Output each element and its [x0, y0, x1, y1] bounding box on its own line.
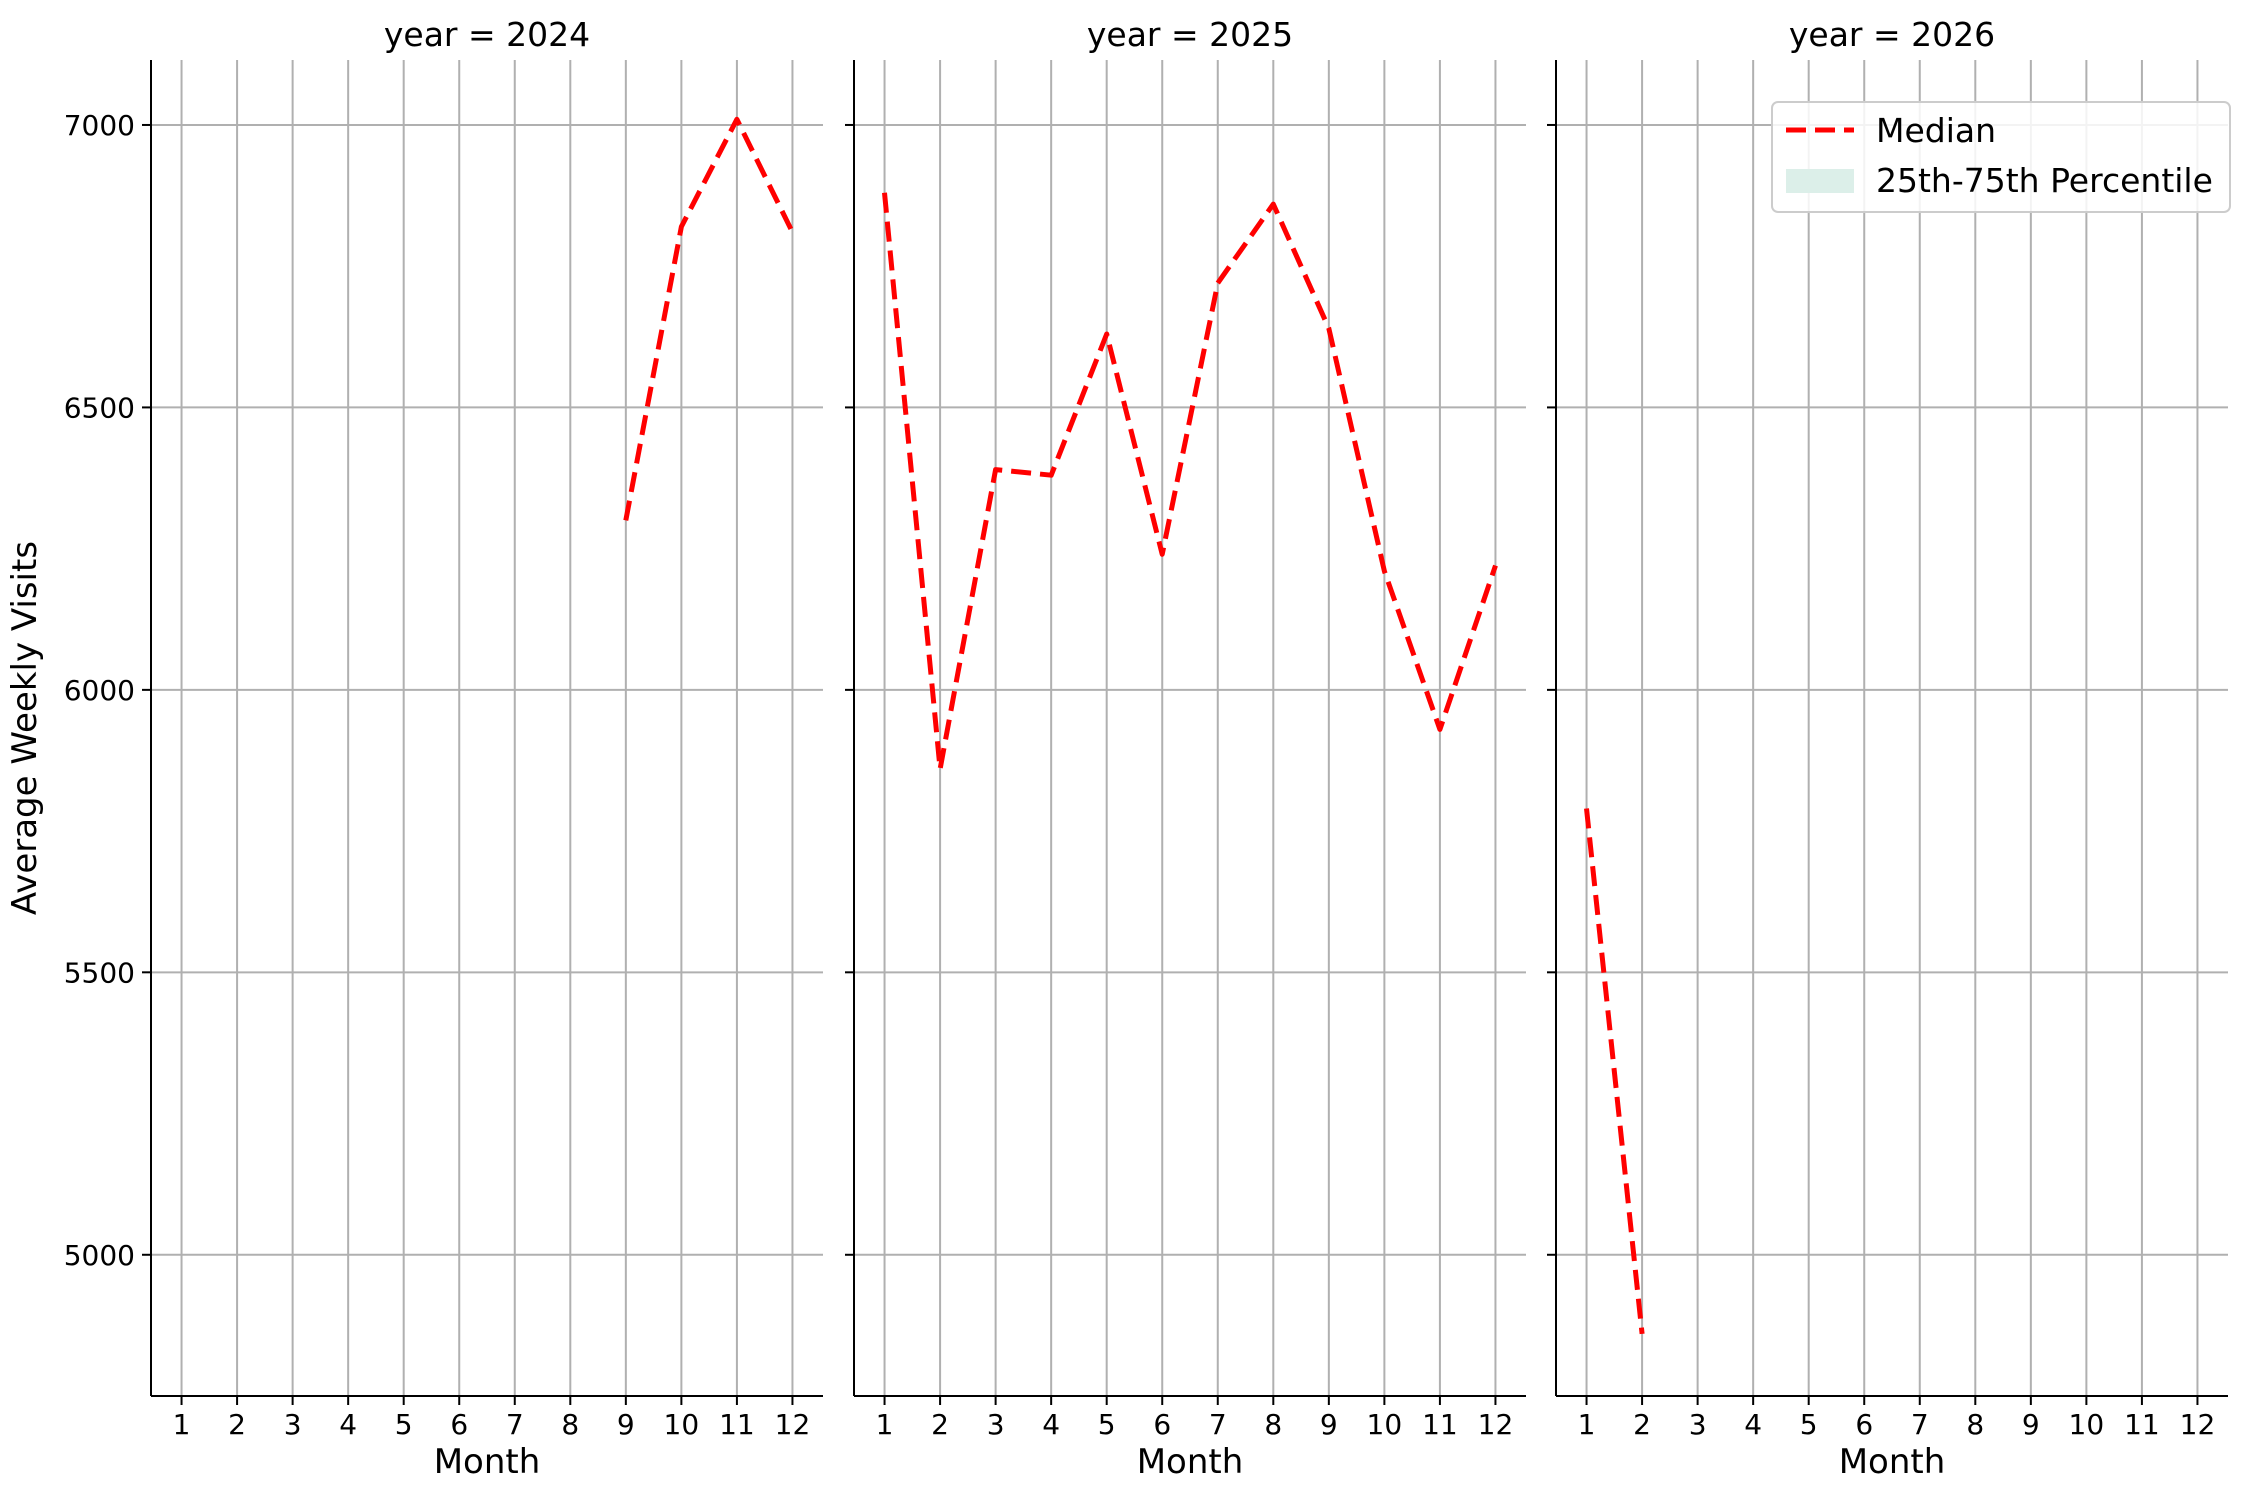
x-tick-label: 5: [395, 1408, 413, 1441]
x-axis-label: Month: [1839, 1442, 1946, 1482]
x-tick-label: 2: [931, 1408, 949, 1441]
legend-label: 25th-75th Percentile: [1876, 161, 2213, 200]
x-tick-label: 4: [1744, 1408, 1762, 1441]
x-tick-label: 6: [1153, 1408, 1171, 1441]
y-tick-label: 5000: [64, 1239, 135, 1272]
y-tick-label: 6000: [64, 674, 135, 707]
x-tick-label: 8: [561, 1408, 579, 1441]
x-tick-label: 9: [1320, 1408, 1338, 1441]
x-tick-label: 3: [987, 1408, 1005, 1441]
panel-1: 1 2 3 4 5 6 7 8 9 10 11 1250005500600065007000year …: [64, 15, 823, 1482]
x-tick-label: 7: [1911, 1408, 1929, 1441]
legend-label: Median: [1876, 111, 1996, 150]
x-tick-label: 9: [2022, 1408, 2040, 1441]
median-line: [623, 116, 795, 521]
y-tick-label: 5500: [64, 956, 135, 989]
x-axis-label: Month: [1137, 1442, 1244, 1482]
x-tick-label: 8: [1264, 1408, 1282, 1441]
x-tick-label: 9: [617, 1408, 635, 1441]
x-tick-label: 10: [1367, 1408, 1403, 1441]
panel-title: year = 2025: [1087, 15, 1293, 54]
x-tick-label: 2: [228, 1408, 246, 1441]
x-tick-label: 3: [1689, 1408, 1707, 1441]
panel-title: year = 2024: [384, 15, 590, 54]
x-tick-label: 3: [284, 1408, 302, 1441]
legend-box: [1771, 101, 2231, 213]
x-tick-label: 10: [2069, 1408, 2105, 1441]
chart-panels: 1 2 3 4 5 6 7 8 9 10 11 1250005500600065007000year …: [64, 15, 2228, 1482]
x-tick-label: 12: [2180, 1408, 2216, 1441]
x-tick-label: 8: [1966, 1408, 1984, 1441]
x-tick-label: 4: [339, 1408, 357, 1441]
x-tick-label: 4: [1042, 1408, 1060, 1441]
median-line: [1584, 808, 1645, 1335]
x-tick-label: 11: [2124, 1408, 2160, 1441]
x-tick-label: 6: [450, 1408, 468, 1441]
x-tick-label: 11: [1422, 1408, 1458, 1441]
x-tick-label: 2: [1633, 1408, 1651, 1441]
x-tick-label: 12: [1478, 1408, 1514, 1441]
x-axis-label: Month: [434, 1442, 541, 1482]
x-tick-label: 1: [173, 1408, 191, 1441]
x-tick-label: 5: [1098, 1408, 1116, 1441]
median-line: [882, 192, 1498, 772]
y-tick-label: 7000: [64, 109, 135, 142]
legend: Median 25th-75th Percentile: [1771, 101, 2231, 213]
x-tick-label: 1: [1578, 1408, 1596, 1441]
x-tick-label: 6: [1855, 1408, 1873, 1441]
legend-patch-swatch: [1786, 169, 1854, 193]
x-tick-label: 5: [1800, 1408, 1818, 1441]
legend-item: Median: [1786, 111, 1996, 150]
x-tick-label: 7: [506, 1408, 524, 1441]
x-tick-label: 1: [876, 1408, 894, 1441]
y-axis-label: Average Weekly Visits: [5, 541, 45, 915]
y-tick-label: 6500: [64, 391, 135, 424]
panel-title: year = 2026: [1789, 15, 1995, 54]
x-tick-label: 12: [775, 1408, 811, 1441]
x-tick-label: 11: [719, 1408, 755, 1441]
gridlines: [151, 60, 823, 1396]
gridlines: [854, 60, 1526, 1396]
gridlines: [1556, 60, 2228, 1396]
x-tick-label: 7: [1209, 1408, 1227, 1441]
x-tick-label: 10: [664, 1408, 700, 1441]
legend-item: 25th-75th Percentile: [1786, 161, 2213, 200]
